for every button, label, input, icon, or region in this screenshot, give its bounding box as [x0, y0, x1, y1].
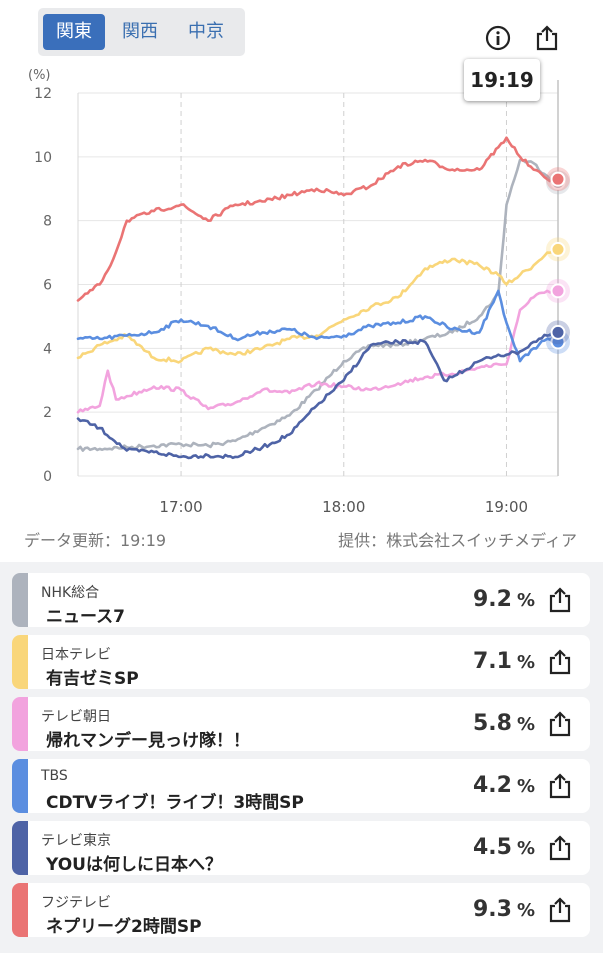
series-line [76, 136, 560, 302]
rating-unit: % [516, 900, 535, 921]
rating-number: 7.1 [472, 649, 512, 674]
y-tick-label: 10 [34, 150, 52, 166]
station-name: 日本テレビ [41, 647, 111, 663]
series-end-dot [550, 241, 566, 257]
color-bar [12, 635, 28, 689]
tab-kanto[interactable]: 関東 [43, 14, 105, 50]
y-tick-label: 6 [43, 278, 52, 294]
rating-value: 9.3% [473, 897, 535, 922]
rating-value: 7.1% [473, 649, 535, 674]
program-title: ニュース7 [46, 607, 125, 627]
x-tick-label: 19:00 [485, 498, 528, 516]
y-tick-label: 0 [43, 469, 52, 485]
station-name: NHK総合 [41, 585, 100, 601]
channel-row-ntv[interactable]: 日本テレビ 有吉ゼミSP 7.1% [12, 635, 590, 689]
rating-unit: % [516, 838, 535, 859]
color-bar [12, 697, 28, 751]
color-bar [12, 759, 28, 813]
program-title: CDTVライブ！ライブ！3時間SP [46, 793, 304, 813]
share-icon[interactable] [546, 834, 574, 862]
rating-value: 4.5% [473, 835, 535, 860]
share-icon[interactable] [546, 896, 574, 924]
channel-list: NHK総合 ニュース7 9.2% 日本テレビ 有吉ゼミSP 7.1% テレビ朝日… [0, 562, 603, 953]
series-line [76, 247, 560, 364]
share-icon[interactable] [546, 772, 574, 800]
series-line [76, 289, 560, 363]
rating-unit: % [516, 776, 535, 797]
channel-row-tv-tokyo[interactable]: テレビ東京 YOUは何しに日本へ？ 4.5% [12, 821, 590, 875]
x-tick-label: 17:00 [159, 498, 202, 516]
rating-unit: % [516, 714, 535, 735]
color-bar [12, 883, 28, 937]
series-line [76, 330, 560, 460]
rating-number: 4.5 [472, 835, 512, 860]
channel-row-tbs[interactable]: TBS CDTVライブ！ライブ！3時間SP 4.2% [12, 759, 590, 813]
rating-value: 4.2% [473, 773, 535, 798]
y-tick-label: 2 [43, 405, 52, 421]
info-icon[interactable] [484, 24, 512, 52]
update-time: データ更新：19:19 [24, 531, 167, 550]
rating-number: 9.3 [472, 897, 512, 922]
data-provider: 提供：株式会社スイッチメディア [338, 531, 577, 550]
station-name: テレビ東京 [41, 833, 111, 849]
series-end-dot [550, 324, 566, 340]
program-title: YOUは何しに日本へ？ [46, 855, 222, 875]
rating-number: 5.8 [472, 711, 512, 736]
rating-number: 9.2 [472, 587, 512, 612]
y-tick-label: 4 [43, 341, 52, 357]
rating-unit: % [516, 652, 535, 673]
share-icon[interactable] [546, 710, 574, 738]
ratings-chart: 0 2 4 6 8 10 12 (%) 17:00 18:00 19:00 [28, 68, 570, 516]
y-unit-label: (%) [28, 68, 51, 83]
series-line [76, 158, 560, 452]
series-end-dot [550, 283, 566, 299]
y-tick-label: 8 [43, 214, 52, 230]
color-bar [12, 821, 28, 875]
rating-value: 5.8% [473, 711, 535, 736]
series-line [76, 289, 560, 414]
time-tooltip: 19:19 [464, 59, 540, 101]
station-name: テレビ朝日 [41, 709, 111, 725]
series-end-dot [550, 171, 566, 187]
channel-row-tv-asahi[interactable]: テレビ朝日 帰れマンデー見っけ隊！！ 5.8% [12, 697, 590, 751]
y-tick-label: 12 [34, 86, 52, 102]
share-icon[interactable] [546, 648, 574, 676]
share-icon[interactable] [533, 24, 561, 52]
region-tabs: 関東 関西 中京 [38, 8, 245, 56]
rating-value: 9.2% [473, 587, 535, 612]
share-icon[interactable] [546, 586, 574, 614]
channel-row-nhk[interactable]: NHK総合 ニュース7 9.2% [12, 573, 590, 627]
tab-chukyo[interactable]: 中京 [188, 21, 224, 42]
color-bar [12, 573, 28, 627]
rating-unit: % [516, 590, 535, 611]
x-tick-label: 18:00 [322, 498, 365, 516]
program-title: 帰れマンデー見っけ隊！！ [46, 731, 250, 751]
program-title: ネプリーグ2時間SP [46, 917, 202, 937]
tab-kansai[interactable]: 関西 [122, 21, 158, 42]
program-title: 有吉ゼミSP [46, 669, 139, 689]
station-name: フジテレビ [41, 895, 111, 911]
rating-number: 4.2 [472, 773, 512, 798]
channel-row-fuji[interactable]: フジテレビ ネプリーグ2時間SP 9.3% [12, 883, 590, 937]
station-name: TBS [41, 768, 68, 784]
